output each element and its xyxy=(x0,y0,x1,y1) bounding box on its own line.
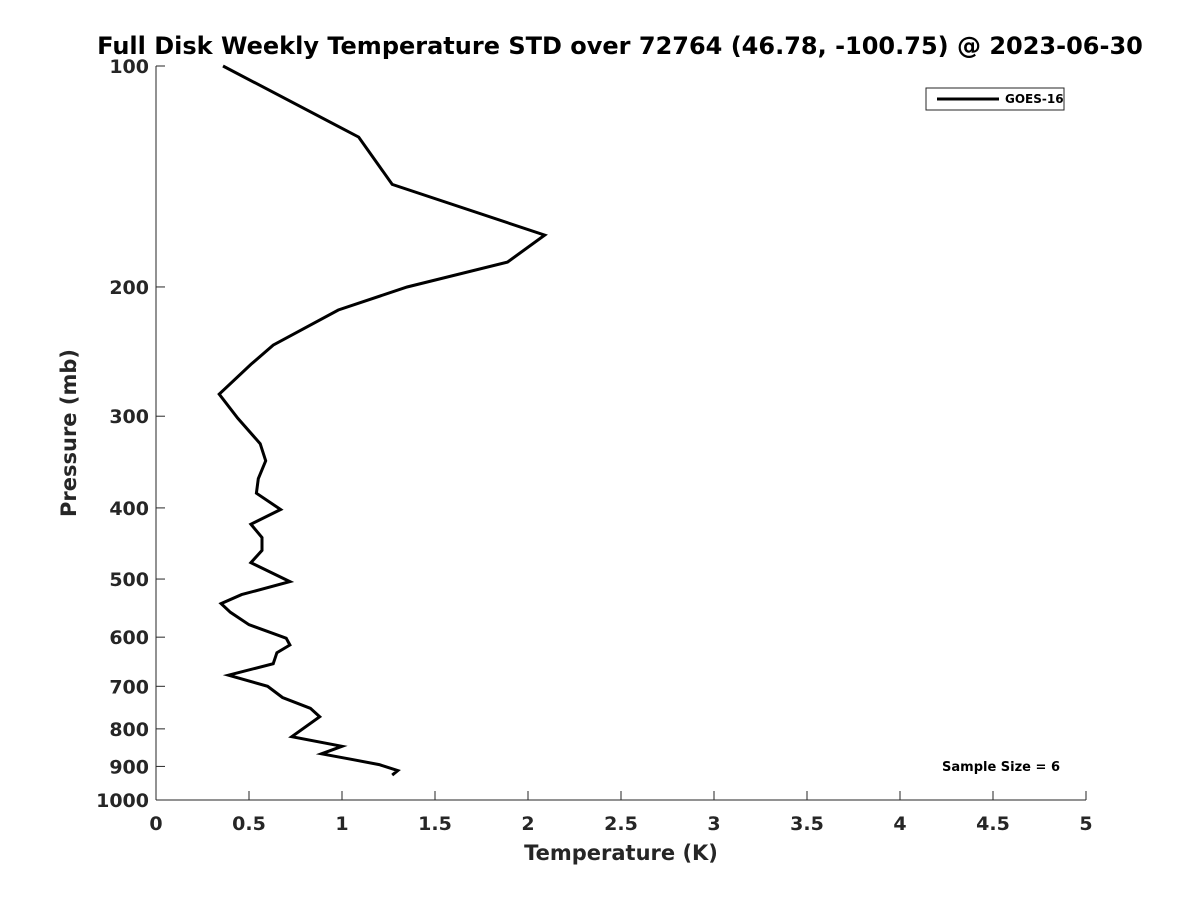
x-tick-label: 1 xyxy=(335,813,348,835)
y-tick-label: 800 xyxy=(109,719,149,741)
x-tick-label: 2.5 xyxy=(604,813,638,835)
y-tick-label: 600 xyxy=(109,627,149,649)
x-tick-label: 4.5 xyxy=(976,813,1010,835)
x-tick-label: 2 xyxy=(521,813,534,835)
x-tick-label: 3 xyxy=(707,813,720,835)
legend-label-goes-16: GOES-16 xyxy=(1005,92,1064,106)
y-tick-label: 700 xyxy=(109,676,149,698)
y-tick-label: 200 xyxy=(109,277,149,299)
legend: GOES-16 xyxy=(925,87,1065,111)
y-axis-label: Pressure (mb) xyxy=(57,349,81,517)
y-tick-label: 100 xyxy=(109,56,149,78)
x-axis-label: Temperature (K) xyxy=(524,841,718,865)
chart-title: Full Disk Weekly Temperature STD over 72… xyxy=(97,32,1143,60)
x-tick-label: 4 xyxy=(893,813,906,835)
y-ticks: 100 200 300 400 500 600 700 800 900 1000 xyxy=(96,56,165,812)
y-tick-label: 900 xyxy=(109,756,149,778)
x-tick-label: 5 xyxy=(1079,813,1092,835)
x-tick-label: 0 xyxy=(149,813,162,835)
y-tick-label: 400 xyxy=(109,498,149,520)
x-tick-label: 3.5 xyxy=(790,813,824,835)
y-tick-label: 1000 xyxy=(96,790,149,812)
x-ticks: 0 0.5 1 1.5 2 2.5 3 3.5 4 4.5 5 xyxy=(149,791,1093,835)
x-tick-label: 1.5 xyxy=(418,813,452,835)
plot-area xyxy=(155,66,1086,801)
y-tick-label: 300 xyxy=(109,406,149,428)
x-tick-label: 0.5 xyxy=(232,813,266,835)
y-tick-label: 500 xyxy=(109,569,149,591)
series-layer xyxy=(217,64,548,777)
sample-size-annotation: Sample Size = 6 xyxy=(942,760,1060,775)
series-line-goes-16 xyxy=(217,64,548,777)
